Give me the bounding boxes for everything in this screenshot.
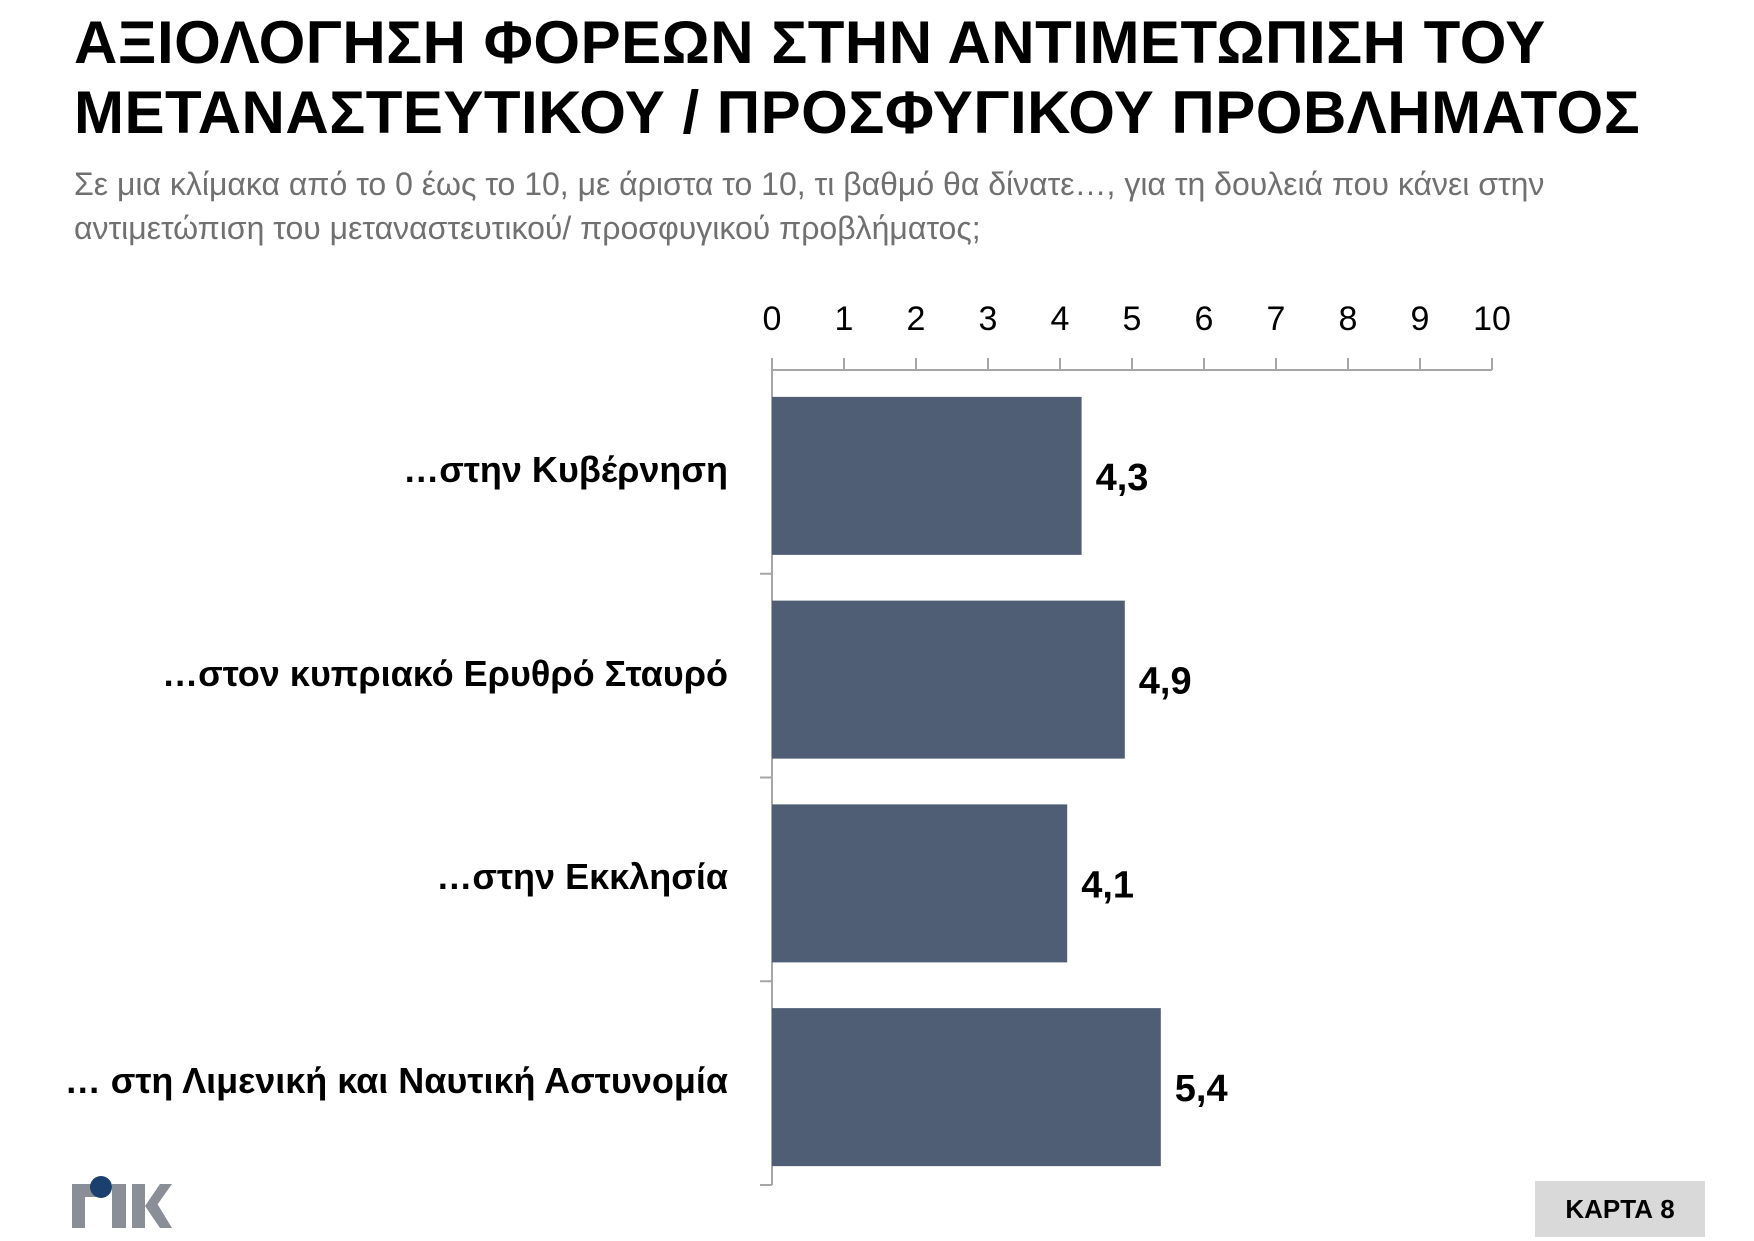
bar [772,600,1125,759]
card-badge: ΚΑΡΤΑ 8 [1535,1181,1705,1237]
bar [772,1008,1161,1167]
category-label: … στη Λιμενική και Ναυτική Αστυνομία [64,1060,728,1102]
data-label: 4,3 [1096,457,1149,499]
data-label: 5,4 [1175,1068,1228,1110]
x-tick-label: 7 [1267,300,1286,338]
bar [772,396,1082,555]
category-label: …στην Κυβέρνηση [403,448,728,490]
x-tick-label: 5 [1123,300,1142,338]
x-tick-label: 4 [1051,300,1070,338]
x-tick-label: 3 [979,300,998,338]
data-label: 4,1 [1081,864,1134,906]
x-tick-label: 0 [763,300,782,338]
x-tick-label: 2 [907,300,926,338]
page-title: ΑΞΙΟΛΟΓΗΣΗ ΦΟΡΕΩΝ ΣΤΗΝ ΑΝΤΙΜΕΤΩΠΙΣΗ ΤΟΥ … [74,9,1641,146]
category-label: …στην Εκκλησία [436,856,728,898]
data-label: 4,9 [1139,661,1192,703]
x-tick-label: 10 [1473,300,1511,338]
page-subtitle: Σε μια κλίμακα από το 0 έως το 10, με άρ… [74,166,1545,246]
category-label: …στον κυπριακό Ερυθρό Σταυρό [162,652,728,694]
bar [772,804,1068,963]
x-tick-label: 1 [835,300,854,338]
x-tick-label: 9 [1411,300,1430,338]
rik-logo [72,1176,172,1228]
x-tick-label: 8 [1339,300,1358,338]
x-tick-label: 6 [1195,300,1214,338]
